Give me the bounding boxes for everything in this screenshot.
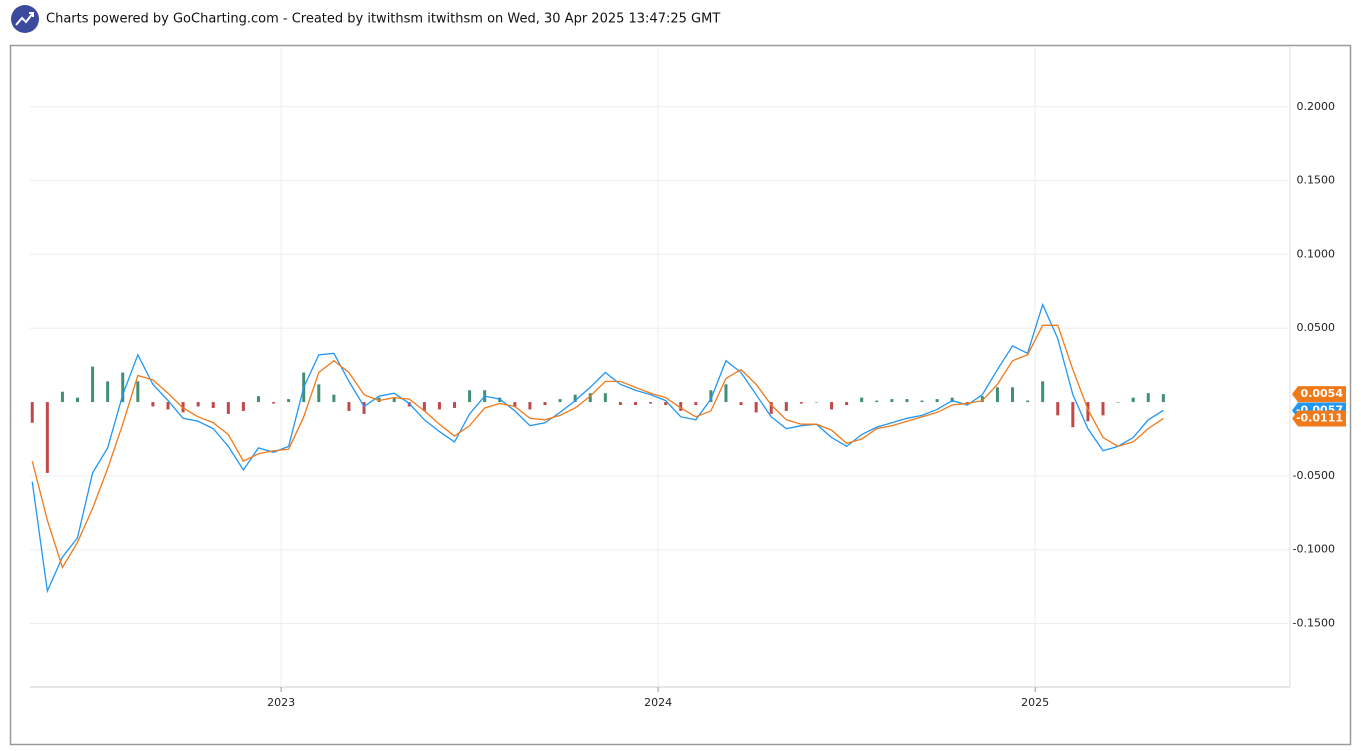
histogram-bar [30,402,34,423]
histogram-bar [1131,397,1135,403]
line-signal [31,324,1164,569]
last-value-label: 0.0054 [1301,387,1344,400]
histogram-bar [573,394,577,403]
histogram-bar [437,402,441,410]
histogram-bar [1161,394,1165,403]
histogram-bar [256,396,260,403]
histogram-bar [1026,400,1030,403]
histogram-bar [980,396,984,403]
logo-arrow-head [29,12,34,17]
histogram-bar [1041,381,1045,403]
histogram-bar [875,400,879,403]
histogram-bar [106,381,110,403]
last-value-badge [1292,410,1346,427]
histogram-bar [453,402,457,408]
logo-arrow [15,12,34,26]
y-tick-label: -0.0500 [1293,469,1335,482]
histogram-bar [166,402,170,410]
histogram-bar [950,397,954,403]
histogram-bar [739,402,743,406]
histogram-bar [1071,402,1075,428]
histogram-bar [1116,402,1120,403]
histogram-bar [196,402,200,407]
histogram-bar [362,402,366,414]
last-value-label: -0.0111 [1296,411,1343,424]
histogram-bar [136,381,140,403]
histogram-bar [618,402,622,406]
histogram-bar [965,402,969,404]
histogram-bar [905,399,909,403]
histogram-bar [920,400,924,403]
histogram-bar [287,399,291,403]
header-title: Charts powered by GoCharting.com - Creat… [46,12,720,27]
histogram-bar [332,394,336,403]
histogram-bar [543,402,547,406]
histogram-bar [784,402,788,411]
histogram-bar [45,402,49,473]
line-macd [31,302,1164,594]
histogram-bar [211,402,215,408]
histogram-bar [558,399,562,403]
last-value-badge [1292,386,1346,403]
histogram-bar [1146,393,1150,403]
histogram-bar [347,402,351,411]
histogram-bar [633,402,637,406]
histogram-bar [317,384,321,403]
histogram-bar [392,397,396,403]
y-tick-label: 0.1000 [1297,247,1336,260]
histogram-bar [799,402,803,404]
histogram-bar [1056,402,1060,416]
histogram-bar [121,372,125,403]
histogram-bar [709,390,713,403]
chart-frame [9,44,1352,746]
histogram-bar [422,402,426,411]
histogram-bar [814,402,818,403]
x-tick-label: 2024 [644,696,672,709]
y-tick-label: 0.0500 [1297,321,1336,334]
histogram-bar [91,366,95,403]
histogram-bar [724,384,728,403]
histogram-bar [76,397,80,403]
histogram-bar [830,402,834,410]
x-tick-label: 2025 [1021,696,1049,709]
histogram-bar [890,399,894,403]
histogram-bar [603,393,607,403]
y-tick-label: 0.2000 [1297,100,1336,113]
histogram-bar [1011,387,1015,403]
histogram-bar [845,402,849,406]
histogram-bar [754,402,758,413]
logo [11,5,39,33]
histogram-bar [588,393,592,403]
histogram-bar [60,391,64,403]
histogram-bar [377,397,381,403]
histogram-bar [513,402,517,407]
histogram-bar [151,402,155,407]
histogram-bar [272,402,276,404]
x-tick-label: 2023 [267,696,295,709]
y-tick-label: 0.1500 [1297,174,1336,187]
histogram-bar [1086,402,1090,422]
histogram-bar [1101,402,1105,416]
y-tick-label: -0.1000 [1293,543,1335,556]
histogram-bar [860,397,864,403]
histogram-bar [226,402,230,414]
y-tick-label: -0.1500 [1293,617,1335,630]
histogram-bar [664,402,668,406]
histogram-bar [649,402,653,404]
histogram-bar [769,402,773,414]
histogram-bar [241,402,245,411]
histogram-bar [679,402,683,411]
histogram-bar [995,387,999,403]
histogram-bar [468,390,472,403]
histogram-bar [694,402,698,406]
histogram-bar [935,399,939,403]
histogram-bar [528,402,532,410]
